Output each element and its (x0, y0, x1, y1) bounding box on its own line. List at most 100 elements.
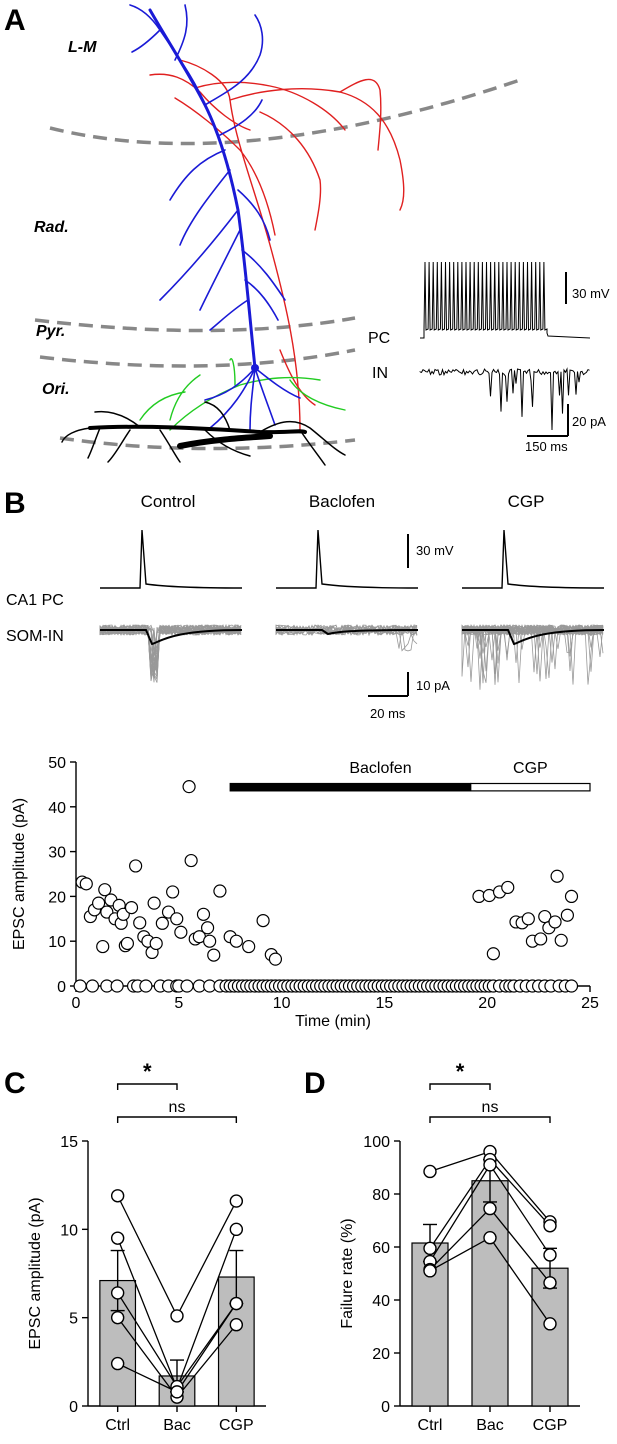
y-tick-label: 0 (57, 979, 66, 996)
epsc-point (256, 913, 270, 928)
row-label-ca1-pc: CA1 PC (6, 592, 64, 609)
scalebar-b-current-label: 10 pA (416, 678, 450, 693)
scalebar-b-time-label: 20 ms (370, 706, 406, 721)
cell-point (170, 1385, 184, 1399)
cell-point (423, 1164, 437, 1179)
y-tick-label: 100 (363, 1134, 390, 1151)
epsc-amplitude-bar-chart: 0 5 10 15 EPSC amplitude (pA) Ctrl Bac CGP * ns (27, 1059, 266, 1434)
epsc-point (534, 932, 548, 946)
boundary-rad-pyr (34, 316, 356, 333)
category-label: Bac (163, 1417, 191, 1434)
layer-label-ori: Ori. (42, 381, 70, 398)
scalebar-b-voltage-label: 30 mV (416, 543, 454, 558)
in-sweep-trace (461, 624, 604, 677)
epsc-point (207, 948, 221, 962)
x-axis-label: Time (min) (295, 1013, 371, 1030)
cell-point (229, 1296, 244, 1311)
drug-bar-label: CGP (513, 760, 548, 777)
category-label: Ctrl (418, 1417, 443, 1434)
failure-rate-bar-chart: 0 20 40 60 80 100 Failure rate (%) Ctrl Bac CGP * n… (339, 1059, 580, 1434)
failure-point (139, 979, 153, 993)
epsc-point (147, 896, 161, 910)
epsc-point (501, 880, 515, 895)
cell-point (110, 1189, 125, 1203)
epsc-point (229, 934, 243, 948)
layer-labels: L-M Rad. Pyr. Ori. (34, 39, 97, 398)
pc-spike-train (420, 261, 591, 339)
significance-label: ns (169, 1099, 186, 1116)
cell-point (229, 1194, 244, 1208)
failure-point (110, 979, 124, 993)
epsc-point (550, 869, 564, 883)
epsc-point (149, 936, 163, 951)
cell-point (423, 1241, 437, 1256)
panel-a-label: A (4, 4, 26, 37)
in-average-trace-2 (462, 629, 605, 646)
cell-point (543, 1317, 557, 1331)
y-tick-label: 15 (60, 1134, 78, 1151)
in-sweep-trace (99, 624, 242, 675)
epsc-point (268, 952, 283, 966)
failure-point (85, 979, 100, 993)
in-axon-green (139, 358, 346, 431)
epsc-point (124, 900, 139, 915)
boundary-ori-alveus (59, 436, 356, 451)
x-tick-label: 10 (273, 995, 291, 1012)
pc-dendrite-blue (129, 4, 301, 431)
significance-bracket (116, 1083, 178, 1090)
layer-label-rad: Rad. (34, 219, 69, 236)
x-tick-label: 5 (174, 995, 183, 1012)
cell-point (423, 1264, 437, 1278)
pc-firing-trace: PC (368, 261, 591, 347)
y-axis-label: EPSC amplitude (pA) (27, 1197, 44, 1349)
in-dendrite-black (61, 401, 346, 466)
layer-label-lm: L-M (68, 39, 97, 56)
x-tick-label: 0 (72, 995, 81, 1012)
y-tick-label: 30 (48, 845, 66, 862)
row-label-som-in: SOM-IN (6, 628, 64, 645)
cell-point (229, 1318, 244, 1332)
epsc-point (98, 883, 112, 897)
drug-bar-label: Baclofen (349, 760, 411, 777)
epsc-point (486, 947, 500, 961)
scalebar-a-current-label: 20 pA (572, 414, 606, 429)
epsc-point (196, 907, 211, 921)
in-sweep-trace (99, 624, 242, 656)
significance-label: * (143, 1059, 152, 1084)
epsc-point (166, 885, 180, 899)
pc-spike-trace-0 (100, 529, 243, 589)
condition-header-cgp: CGP (508, 492, 545, 511)
significance-label: ns (482, 1099, 499, 1116)
x-tick-label: 15 (376, 995, 394, 1012)
pc-soma (251, 364, 259, 372)
category-label: Ctrl (105, 1417, 130, 1434)
panel-d-label: D (304, 1067, 326, 1100)
failure-point (180, 979, 194, 993)
epsc-point (203, 934, 217, 948)
y-tick-label: 20 (48, 889, 66, 906)
epsc-point (96, 939, 110, 954)
cell-point (110, 1310, 125, 1325)
epsc-point (538, 909, 552, 924)
scalebar-a-voltage-label: 30 mV (572, 286, 610, 301)
time-course-chart: 0 10 20 30 40 50 0 5 10 15 20 25 Time (min) EPSC ampl… (11, 755, 599, 1030)
y-axis-label: Failure rate (%) (339, 1218, 356, 1328)
y-tick-label: 10 (60, 1222, 78, 1239)
epsc-point (213, 884, 227, 898)
pc-axon-red (149, 59, 405, 431)
bar-bac (471, 1180, 509, 1407)
epsc-point (120, 936, 135, 951)
y-tick-label: 40 (48, 800, 66, 817)
y-tick-label: 50 (48, 755, 66, 772)
epsc-point (92, 896, 106, 910)
cell-point (110, 1356, 125, 1371)
cell-point (543, 1276, 557, 1290)
epsc-point (564, 889, 579, 904)
y-tick-label: 10 (48, 934, 66, 951)
y-tick-label: 40 (372, 1293, 390, 1310)
panel-b-scalebars (368, 534, 409, 697)
drug-bar-cgp (470, 782, 591, 792)
panel-b-traces (99, 529, 605, 690)
y-tick-label: 60 (372, 1240, 390, 1257)
trace-label-pc: PC (368, 330, 390, 347)
